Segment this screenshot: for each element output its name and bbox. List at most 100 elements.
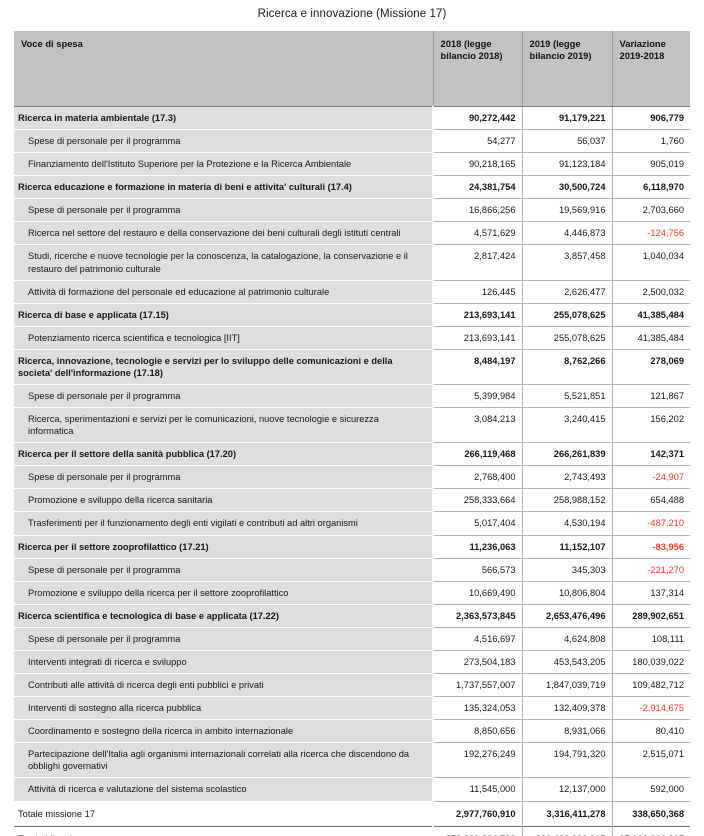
cell-value-2019: 132,409,378 [522,696,613,721]
cell-value-variation: 906,779 [612,105,690,131]
table-row: Spese di personale per il programma 5,399… [14,384,690,409]
cell-value-variation: 338,650,368 [612,800,690,827]
cell-label: Ricerca in materia ambientale (17.3) [14,105,434,131]
cell-value-2018: 90,272,442 [433,105,523,131]
cell-value-2018: 126,445 [433,280,523,304]
cell-value-2019: 345,303 [522,558,613,582]
cell-value-2018: 4,571,629 [433,221,523,246]
cell-value-2018: 5,399,984 [433,384,523,409]
cell-value-2019: 255,078,625 [522,302,613,327]
cell-value-2018: 90,218,165 [433,152,523,177]
column-header-variazione: Variazione 2019-2018 [612,31,690,107]
cell-label: Spese di personale per il programma [14,198,434,223]
cell-value-variation: 6,118,970 [612,175,690,200]
table-row: Contributi alle attività di ricerca degl… [14,673,690,698]
cell-value-2018: 2,768,400 [433,465,523,490]
table-row: Coordinamento e sostegno della ricerca i… [14,719,690,744]
cell-label: Spese di personale per il programma [14,384,434,409]
cell-value-2018: 258,333,664 [433,488,523,513]
table-row: Spese di personale per il programma 566,5… [14,558,690,582]
cell-label: Trasferimenti per il funzionamento degli… [14,511,434,536]
cell-value-2018: 11,545,000 [433,777,523,802]
cell-value-variation: -83,956 [612,534,690,559]
table-row: Promozione e sviluppo della ricerca per … [14,581,690,605]
cell-value-2018: 135,324,053 [433,696,523,721]
cell-value-2018: 8,850,656 [433,719,523,744]
table-row: Trasferimenti per il funzionamento degli… [14,511,690,536]
cell-value-2018: 3,084,213 [433,407,523,444]
cell-value-2018: 8,484,197 [433,348,523,386]
cell-label: Finanziamento dell'Istituto Superiore pe… [14,152,434,177]
table-row: Ricerca, sperimentazioni e servizi per l… [14,407,690,444]
cell-value-2019: 91,123,184 [522,152,613,177]
cell-label: Potenziamento ricerca scientifica e tecn… [14,326,434,350]
cell-value-2018: 273,504,183 [433,650,523,675]
cell-label: Promozione e sviluppo della ricerca sani… [14,488,434,513]
table-row-total: Totale missione 17 2,977,760,910 3,316,411… [14,800,690,827]
cell-value-variation: -124,756 [612,221,690,246]
cell-value-variation: 289,902,651 [612,603,690,628]
table-row: Spese di personale per il programma 2,768… [14,465,690,490]
cell-value-2019: 3,316,411,278 [522,800,613,827]
table-row: Studi, ricerche e nuove tecnologie per l… [14,244,690,281]
cell-label: Contributi alle attività di ricerca degl… [14,673,434,698]
cell-value-variation: 278,069 [612,348,690,386]
cell-value-variation: -2,914,675 [612,696,690,721]
cell-value-2018: 213,693,141 [433,302,523,327]
cell-value-2018: 266,119,468 [433,442,523,467]
cell-label: Totale missione 17 [14,800,434,827]
cell-value-2018: 566,573 [433,558,523,582]
table-row-total: Totale bilancio852,369,824,700869,498,99… [14,825,690,836]
cell-value-variation: -24,907 [612,465,690,490]
table-row-group: Ricerca educazione e formazione in mater… [14,175,690,200]
table-row-group: Ricerca, innovazione, tecnologie e servi… [14,348,690,386]
cell-value-variation: 137,314 [612,581,690,605]
cell-label: Totale bilancio [14,825,434,836]
cell-label: Coordinamento e sostegno della ricerca i… [14,719,434,744]
cell-value-variation: 1,760 [612,129,690,154]
cell-label: Attività di ricerca e valutazione del si… [14,777,434,802]
cell-value-2018: 24,381,754 [433,175,523,200]
page-title: Ricerca e innovazione (Missione 17) [257,8,447,20]
cell-label: Ricerca educazione e formazione in mater… [14,175,434,200]
cell-value-2019: 2,626,477 [522,280,613,304]
cell-label: Interventi di sostegno alla ricerca pubb… [14,696,434,721]
cell-value-2018: 2,817,424 [433,244,523,281]
cell-value-2018: 11,236,063 [433,534,523,559]
cell-value-2019: 2,743,493 [522,465,613,490]
table-row-group: Ricerca in materia ambientale (17.3) 90,2… [14,105,690,131]
table-row-group: Ricerca scientifica e tecnologica di bas… [14,603,690,628]
cell-value-2018: 2,977,760,910 [433,800,523,827]
cell-value-2018: 54,277 [433,129,523,154]
table-row: Attività di formazione del personale ed … [14,280,690,304]
cell-value-variation: 121,867 [612,384,690,409]
cell-value-2019: 1,847,039,719 [522,673,613,698]
cell-label: Ricerca per il settore zooprofilattico (… [14,534,434,559]
cell-label: Interventi integrati di ricerca e svilup… [14,650,434,675]
cell-label: Spese di personale per il programma [14,129,434,154]
cell-value-2019: 4,530,194 [522,511,613,536]
cell-value-variation: 2,500,032 [612,280,690,304]
cell-value-2019: 12,137,000 [522,777,613,802]
table-row-group: Ricerca per il settore zooprofilattico (… [14,534,690,559]
cell-value-2019: 453,543,205 [522,650,613,675]
table-row: Attività di ricerca e valutazione del si… [14,777,690,802]
table-row: Interventi integrati di ricerca e svilup… [14,650,690,675]
cell-value-2019: 11,152,107 [522,534,613,559]
cell-value-variation: 17,129,166,205 [612,825,690,836]
cell-label: Spese di personale per il programma [14,465,434,490]
cell-label: Spese di personale per il programma [14,558,434,582]
cell-value-2018: 192,276,249 [433,742,523,779]
cell-value-2019: 5,521,851 [522,384,613,409]
column-header-2019: 2019 (legge bilancio 2019) [522,31,613,107]
cell-value-2019: 255,078,625 [522,326,613,350]
cell-label: Ricerca scientifica e tecnologica di bas… [14,603,434,628]
table-row-group: Ricerca di base e applicata (17.15) 213,6… [14,302,690,327]
cell-label: Promozione e sviluppo della ricerca per … [14,581,434,605]
cell-value-2018: 4,516,697 [433,627,523,651]
cell-label: Attività di formazione del personale ed … [14,280,434,304]
cell-value-2018: 5,017,404 [433,511,523,536]
cell-value-variation: 592,000 [612,777,690,802]
cell-value-2019: 8,762,266 [522,348,613,386]
